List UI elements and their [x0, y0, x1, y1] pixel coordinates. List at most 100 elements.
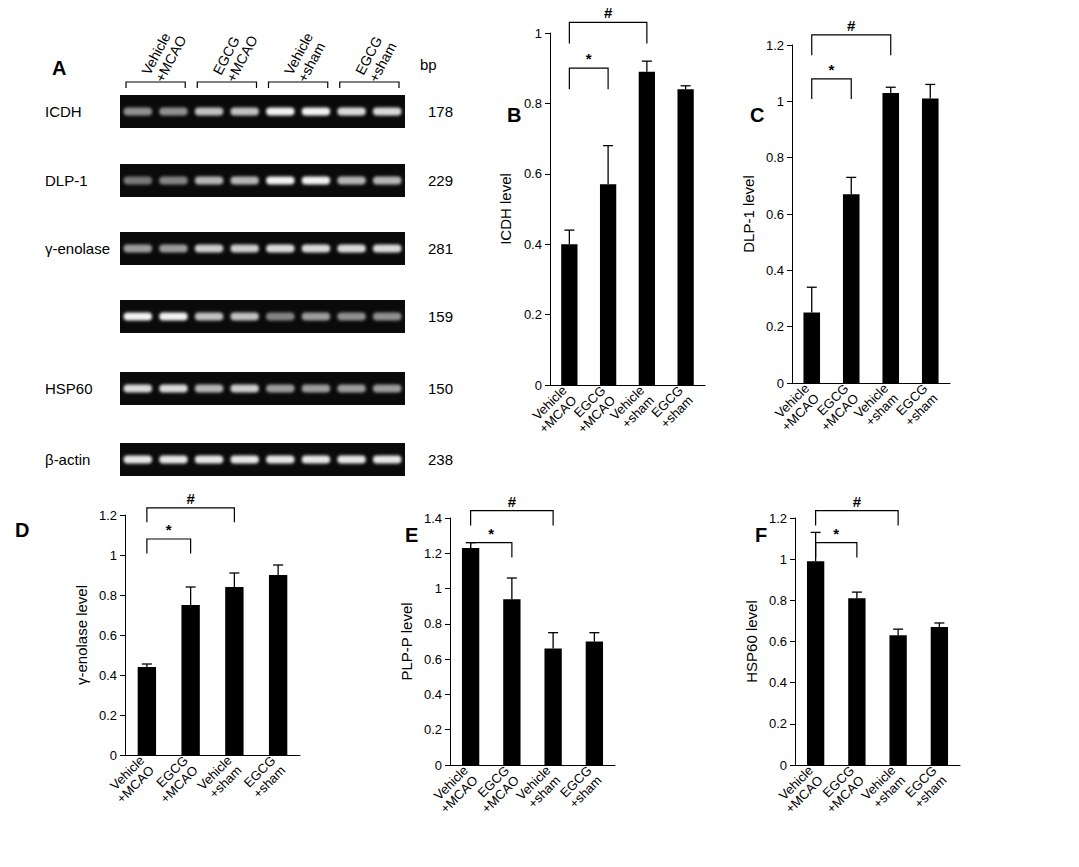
svg-text:1.2: 1.2	[766, 38, 784, 53]
svg-text:γ-enolase: γ-enolase	[45, 240, 110, 257]
svg-text:0.6: 0.6	[424, 652, 442, 667]
svg-text:Vehicle: Vehicle	[771, 380, 813, 421]
svg-text:+MCAO: +MCAO	[157, 763, 201, 807]
svg-text:1.2: 1.2	[424, 546, 442, 561]
svg-text:Vehicle: Vehicle	[513, 762, 554, 803]
svg-text:1: 1	[780, 552, 787, 567]
svg-text:EGCG+MCAO: EGCG+MCAO	[209, 25, 260, 84]
svg-text:+sham: +sham	[902, 391, 940, 429]
svg-text:+MCAO: +MCAO	[536, 393, 580, 437]
svg-text:1.2: 1.2	[99, 508, 117, 523]
svg-text:#: #	[853, 493, 862, 510]
svg-text:0: 0	[535, 378, 542, 393]
svg-text:0.4: 0.4	[524, 237, 542, 252]
svg-text:0.4: 0.4	[99, 668, 117, 683]
svg-text:1: 1	[777, 94, 784, 109]
svg-text:+sham: +sham	[870, 773, 908, 811]
svg-text:0: 0	[780, 758, 787, 773]
svg-text:1: 1	[110, 548, 117, 563]
svg-text:Vehicle: Vehicle	[607, 382, 648, 423]
svg-text:0.6: 0.6	[99, 628, 117, 643]
svg-text:0.8: 0.8	[769, 593, 787, 608]
svg-text:1: 1	[435, 581, 442, 596]
svg-text:+sham: +sham	[250, 763, 288, 801]
svg-text:0.8: 0.8	[424, 616, 442, 631]
svg-text:+MCAO: +MCAO	[437, 773, 481, 817]
svg-text:150: 150	[428, 380, 453, 397]
svg-text:178: 178	[428, 103, 453, 120]
svg-text:+MCAO: +MCAO	[778, 391, 822, 435]
svg-text:ICDH level: ICDH level	[497, 173, 514, 245]
svg-text:+sham: +sham	[566, 773, 604, 811]
svg-text:#: #	[508, 493, 517, 510]
svg-text:#: #	[604, 4, 613, 21]
svg-text:Vehicle: Vehicle	[858, 762, 899, 803]
svg-text:ICDH: ICDH	[45, 103, 82, 120]
svg-text:0.2: 0.2	[424, 722, 442, 737]
svg-text:+MCAO: +MCAO	[478, 772, 523, 817]
svg-text:229: 229	[428, 172, 453, 189]
svg-text:0.2: 0.2	[769, 716, 787, 731]
svg-text:1.2: 1.2	[769, 511, 787, 526]
svg-text:0.4: 0.4	[766, 263, 784, 278]
svg-text:1: 1	[535, 26, 542, 41]
svg-text:γ-enolase level: γ-enolase level	[73, 585, 90, 685]
svg-text:0: 0	[777, 376, 784, 391]
svg-text:281: 281	[428, 240, 453, 257]
svg-text:Vehicle: Vehicle	[107, 752, 148, 793]
svg-text:HSP60: HSP60	[45, 380, 93, 397]
svg-text:Vehicle: Vehicle	[430, 762, 471, 803]
svg-text:+sham: +sham	[206, 763, 244, 801]
svg-text:+sham: +sham	[657, 393, 695, 431]
svg-text:Vehicle: Vehicle	[194, 752, 235, 793]
svg-text:*: *	[488, 525, 494, 542]
svg-text:Vehicle: Vehicle	[775, 762, 816, 803]
svg-text:0.8: 0.8	[99, 588, 117, 603]
svg-text:0.8: 0.8	[524, 96, 542, 111]
svg-text:PLP-P level: PLP-P level	[398, 602, 415, 680]
svg-text:0.6: 0.6	[769, 634, 787, 649]
svg-text:+MCAO: +MCAO	[823, 772, 868, 817]
svg-text:DLP-1: DLP-1	[45, 172, 88, 189]
svg-text:0.6: 0.6	[524, 166, 542, 181]
svg-text:Vehicle+MCAO: Vehicle+MCAO	[138, 25, 189, 84]
svg-text:*: *	[166, 521, 172, 538]
svg-text:238: 238	[428, 451, 453, 468]
svg-text:0.4: 0.4	[424, 687, 442, 702]
svg-text:+sham: +sham	[525, 773, 563, 811]
svg-text:B: B	[507, 104, 521, 126]
svg-text:*: *	[829, 61, 835, 78]
svg-text:C: C	[750, 104, 764, 126]
svg-text:0.2: 0.2	[524, 307, 542, 322]
svg-text:+sham: +sham	[911, 773, 949, 811]
svg-text:EGCG+sham: EGCG+sham	[352, 32, 400, 84]
svg-text:DLP-1 level: DLP-1 level	[740, 175, 757, 253]
svg-text:bp: bp	[420, 56, 437, 73]
svg-text:#: #	[847, 17, 856, 34]
svg-text:D: D	[15, 519, 29, 541]
svg-text:+MCAO: +MCAO	[818, 390, 862, 435]
svg-text:#: #	[186, 490, 195, 507]
svg-text:Vehicle: Vehicle	[529, 382, 570, 423]
svg-text:HSP60 level: HSP60 level	[743, 600, 760, 683]
svg-text:0.4: 0.4	[769, 675, 787, 690]
svg-text:159: 159	[428, 308, 453, 325]
svg-text:*: *	[833, 525, 839, 542]
svg-text:0.2: 0.2	[766, 319, 784, 334]
svg-text:A: A	[52, 57, 66, 79]
svg-text:β-actin: β-actin	[45, 451, 90, 468]
svg-text:1.4: 1.4	[424, 511, 442, 526]
svg-text:0: 0	[110, 748, 117, 763]
svg-text:E: E	[405, 524, 418, 546]
svg-text:F: F	[755, 524, 767, 546]
svg-text:Vehicle: Vehicle	[850, 380, 892, 421]
svg-text:+MCAO: +MCAO	[574, 392, 619, 437]
svg-text:0.2: 0.2	[99, 708, 117, 723]
svg-text:0: 0	[435, 758, 442, 773]
svg-text:*: *	[586, 50, 592, 67]
svg-text:+MCAO: +MCAO	[782, 773, 826, 817]
svg-text:Vehicle+sham: Vehicle+sham	[281, 30, 330, 85]
svg-text:+MCAO: +MCAO	[114, 763, 158, 807]
svg-text:0.8: 0.8	[766, 150, 784, 165]
svg-text:0.6: 0.6	[766, 207, 784, 222]
